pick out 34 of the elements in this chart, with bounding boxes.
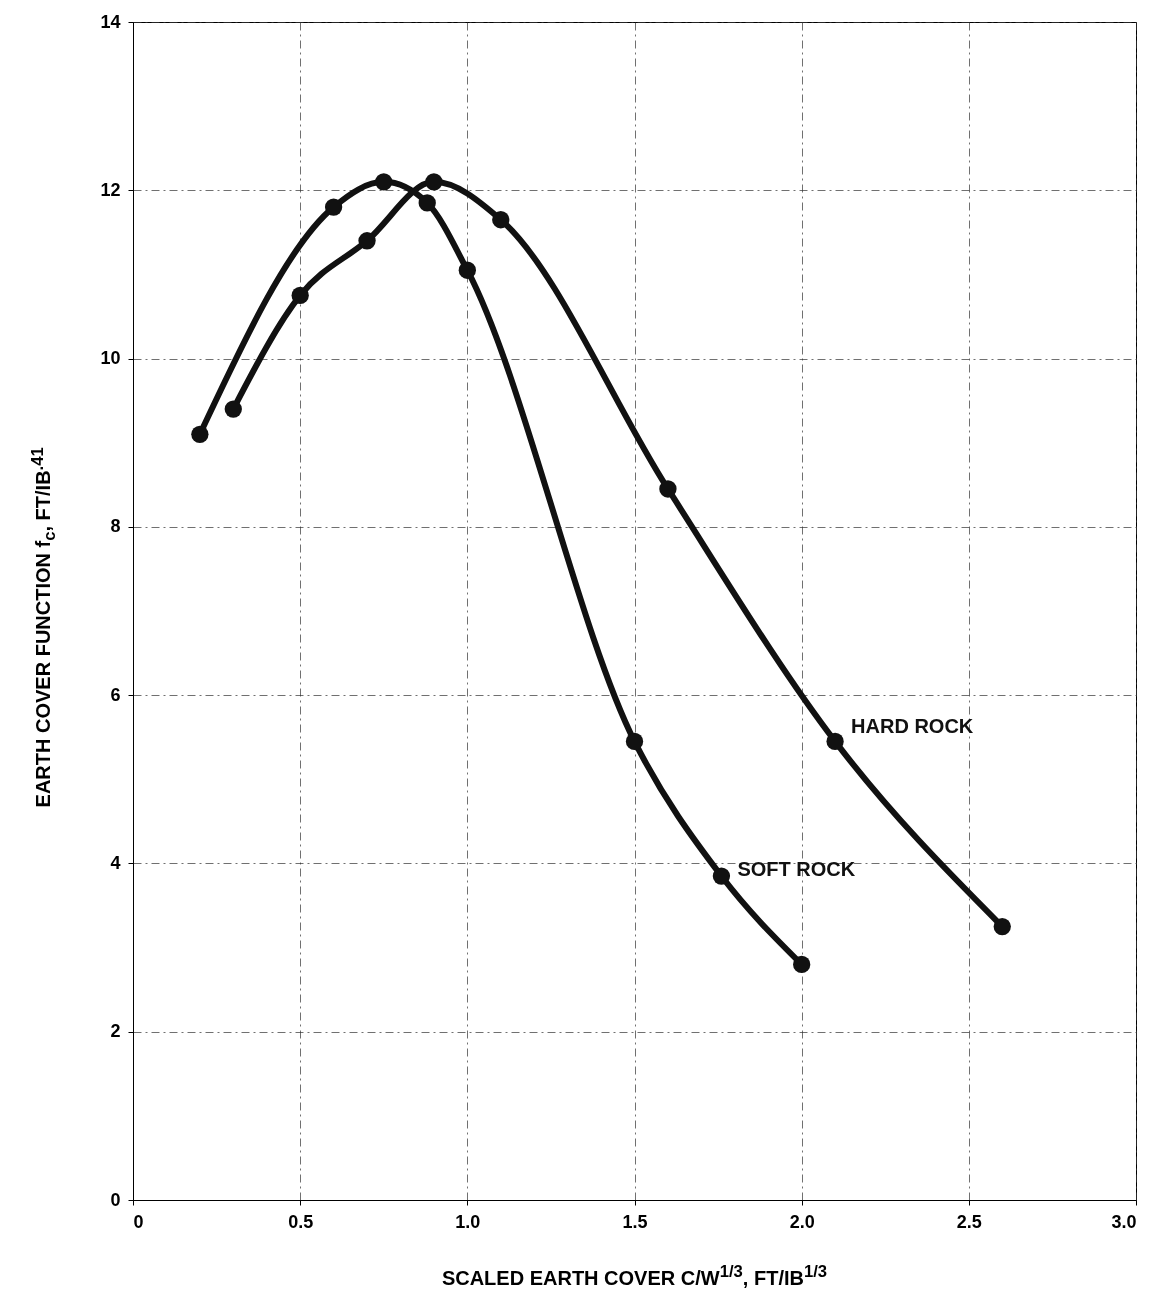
point: [793, 955, 811, 974]
point: [191, 425, 209, 443]
series-label: HARD ROCK: [851, 715, 974, 738]
x-tick-label: 1.5: [622, 1211, 648, 1232]
x-tick-label: 3.0: [1111, 1211, 1137, 1232]
x-tick-label: 0: [133, 1211, 144, 1232]
point: [291, 286, 309, 305]
x-tick-label: 2.0: [789, 1211, 815, 1232]
y-tick-label: 14: [100, 11, 121, 32]
point: [625, 732, 644, 751]
point: [659, 480, 677, 498]
y-tick-label: 6: [110, 684, 121, 705]
point: [826, 732, 844, 751]
y-tick-label: 4: [110, 852, 121, 873]
x-tick-label: 2.5: [956, 1211, 982, 1232]
point: [375, 173, 393, 191]
y-tick-label: 10: [100, 348, 121, 369]
point: [458, 261, 476, 279]
x-tick-label: 0.5: [288, 1211, 314, 1232]
y-tick-label: 2: [110, 1021, 121, 1042]
point: [425, 173, 443, 191]
y-tick-label: 0: [110, 1189, 121, 1210]
point: [358, 232, 376, 250]
point: [324, 198, 343, 216]
point: [492, 211, 510, 229]
y-tick-label: 12: [100, 179, 121, 200]
x-axis-title: SCALED EARTH COVER C/W$^{1/3}$, FT/IB$^{1/3}$: [440, 1262, 829, 1290]
x-tick-label: 1.0: [455, 1211, 481, 1232]
point: [224, 400, 242, 418]
y-tick-label: 8: [110, 516, 121, 537]
series-label: SOFT ROCK: [737, 858, 856, 881]
point: [418, 194, 436, 212]
point: [712, 867, 731, 885]
point: [993, 917, 1011, 936]
